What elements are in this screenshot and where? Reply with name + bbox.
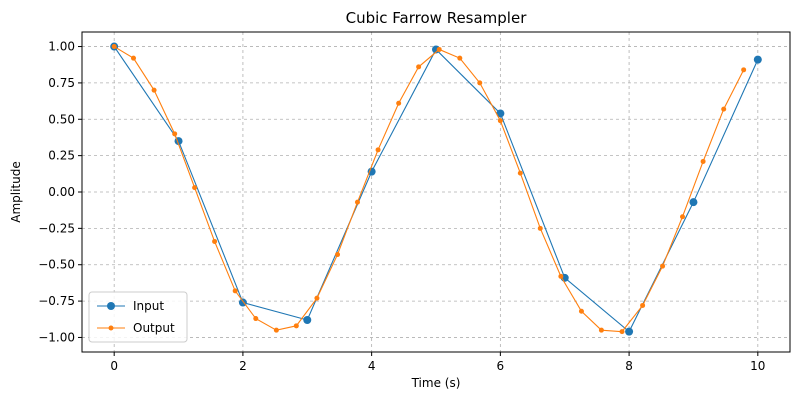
y-tick-label: 1.00 — [48, 40, 75, 54]
legend-label-output: Output — [133, 321, 175, 335]
data-point-output — [619, 329, 625, 335]
x-axis-ticks: 0 2 4 6 8 10 — [110, 352, 765, 373]
y-tick-label: −1.00 — [38, 330, 75, 344]
data-point-output — [598, 327, 604, 333]
series-line-output — [113, 46, 745, 333]
data-point-output — [660, 263, 666, 269]
data-point-output — [212, 238, 218, 244]
data-point-output — [232, 288, 238, 294]
data-point-input — [367, 167, 376, 176]
data-point-output — [396, 100, 402, 106]
data-point-output — [151, 87, 157, 93]
y-tick-label: −0.25 — [38, 221, 75, 235]
x-tick-label: 10 — [750, 359, 765, 373]
grid — [82, 32, 790, 352]
data-point-output — [130, 55, 136, 61]
data-point-output — [497, 118, 503, 124]
data-point-output — [537, 225, 543, 231]
data-point-input — [753, 55, 762, 64]
data-point-output — [416, 64, 422, 70]
x-axis-label: Time (s) — [411, 376, 461, 390]
data-point-output — [375, 147, 381, 153]
data-point-output — [253, 316, 259, 322]
legend-marker-input — [107, 302, 115, 310]
data-point-output — [457, 55, 463, 61]
data-point-input — [625, 327, 634, 336]
x-tick-label: 8 — [625, 359, 633, 373]
data-point-output — [273, 327, 279, 333]
x-tick-label: 0 — [110, 359, 118, 373]
legend-label-input: Input — [133, 299, 164, 313]
data-point-output — [700, 158, 706, 164]
data-point-output — [680, 214, 686, 220]
y-tick-label: −0.50 — [38, 258, 75, 272]
x-tick-label: 4 — [368, 359, 376, 373]
series-layer — [110, 42, 762, 336]
data-point-output — [721, 106, 727, 112]
data-point-input — [303, 316, 312, 324]
data-point-output — [741, 67, 747, 73]
x-tick-label: 2 — [239, 359, 247, 373]
data-point-output — [314, 295, 320, 301]
chart-title: Cubic Farrow Resampler — [346, 9, 528, 27]
y-tick-label: 0.50 — [48, 112, 75, 126]
data-point-output — [354, 199, 360, 205]
y-axis-ticks: −1.00 −0.75 −0.50 −0.25 0.00 0.25 0.50 0.75 1.00 — [38, 40, 82, 344]
data-point-output — [517, 170, 523, 176]
data-point-output — [111, 44, 117, 50]
legend-marker-output — [108, 325, 114, 331]
data-point-output — [436, 46, 442, 52]
data-point-output — [558, 273, 564, 279]
y-tick-label: 0.00 — [48, 185, 75, 199]
data-point-output — [477, 80, 483, 86]
series-input — [110, 42, 762, 336]
data-point-output — [640, 302, 646, 308]
data-point-output — [578, 308, 584, 314]
data-point-output — [335, 252, 341, 258]
data-point-input — [689, 198, 698, 207]
y-tick-label: −0.75 — [38, 294, 75, 308]
data-point-output — [192, 185, 198, 191]
y-tick-label: 0.25 — [48, 149, 75, 163]
x-tick-label: 6 — [497, 359, 505, 373]
data-point-input — [496, 109, 505, 118]
data-point-output — [293, 323, 299, 329]
legend: Input Output — [88, 291, 188, 343]
data-point-output — [172, 131, 178, 137]
series-line-input — [113, 46, 759, 333]
y-tick-label: 0.75 — [48, 76, 75, 90]
y-axis-label: Amplitude — [9, 161, 23, 223]
series-output — [111, 44, 747, 335]
